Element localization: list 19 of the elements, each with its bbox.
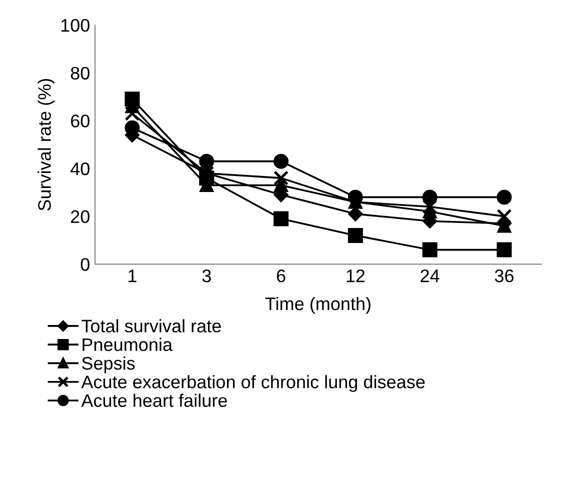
legend-label: Pneumonia — [82, 338, 173, 352]
x-tick-label: 24 — [420, 269, 440, 282]
legend-label: Acute heart failure — [81, 394, 227, 407]
x-tick-label: 6 — [276, 269, 286, 282]
legend-label: Sepsis — [82, 356, 135, 374]
y-tick-label: 80 — [70, 66, 90, 80]
y-tick-label: 100 — [61, 19, 90, 32]
y-tick-label: 0 — [80, 258, 90, 271]
y-tick-label: 40 — [70, 162, 90, 176]
x-axis-title: Time (month) — [265, 296, 370, 314]
legend-label: Acute exacerbation of chronic lung disease — [81, 375, 425, 392]
x-tick-label: 1 — [128, 270, 136, 282]
x-tick-label: 36 — [494, 269, 514, 282]
legend-label: Total survival rate — [82, 319, 221, 332]
y-axis-title: Survival rate (%) — [38, 78, 54, 210]
x-tick-label: 3 — [202, 269, 211, 282]
y-tick-label: 60 — [71, 114, 90, 128]
y-tick-label: 20 — [71, 210, 90, 224]
x-tick-label: 12 — [346, 269, 365, 282]
